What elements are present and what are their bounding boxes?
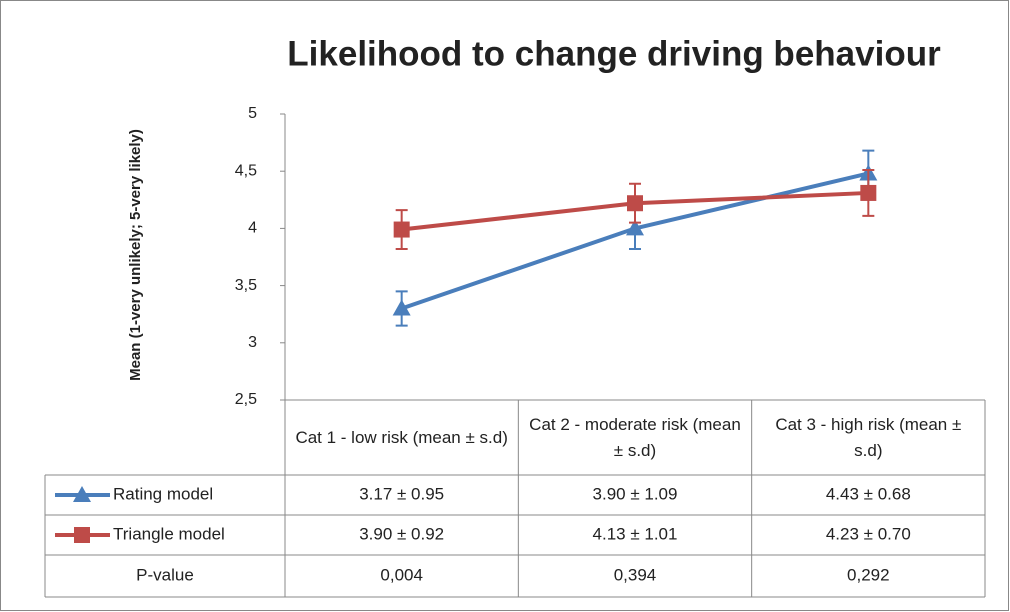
y-tick-label: 4,5 <box>235 162 257 179</box>
y-tick-label: 3 <box>248 334 257 351</box>
y-tick-label: 4 <box>248 220 257 237</box>
y-tick-label: 2,5 <box>235 391 257 408</box>
y-axis-title: Mean (1-very unlikely; 5-very likely) <box>127 129 144 381</box>
table-value: 3.17 ± 0.95 <box>359 484 444 503</box>
marker <box>73 486 91 502</box>
table-value: 3.90 ± 0.92 <box>359 524 444 543</box>
y-tick-label: 3,5 <box>235 277 257 294</box>
table-value: 3.90 ± 1.09 <box>593 484 678 503</box>
p-value: 0,292 <box>847 565 890 584</box>
y-tick-label: 5 <box>248 105 257 122</box>
category-label: Cat 1 - low risk (mean ± s.d) <box>295 427 508 447</box>
p-value-label: P-value <box>136 565 194 584</box>
marker <box>627 195 643 212</box>
legend-label: Rating model <box>113 484 213 503</box>
category-text: Cat 1 - low risk (mean ± s.d) <box>295 427 508 447</box>
chart-title: Likelihood to change driving behaviour <box>287 34 941 73</box>
table-value: 4.13 ± 1.01 <box>593 524 678 543</box>
table-value: 4.43 ± 0.68 <box>826 484 911 503</box>
category-label: Cat 3 - high risk (mean ± s.d) <box>775 414 962 460</box>
category-text: Cat 2 - moderate risk (mean ± s.d) <box>529 414 741 460</box>
marker <box>74 527 90 543</box>
category-label: Cat 2 - moderate risk (mean ± s.d) <box>529 414 741 460</box>
category-text: Cat 3 - high risk (mean ± s.d) <box>775 414 962 460</box>
table-value: 4.23 ± 0.70 <box>826 524 911 543</box>
p-value: 0,394 <box>614 565 657 584</box>
p-value: 0,004 <box>380 565 423 584</box>
marker <box>393 221 410 238</box>
marker <box>860 184 877 201</box>
legend-label: Triangle model <box>113 524 225 543</box>
marker <box>626 219 644 236</box>
marker <box>392 299 411 316</box>
